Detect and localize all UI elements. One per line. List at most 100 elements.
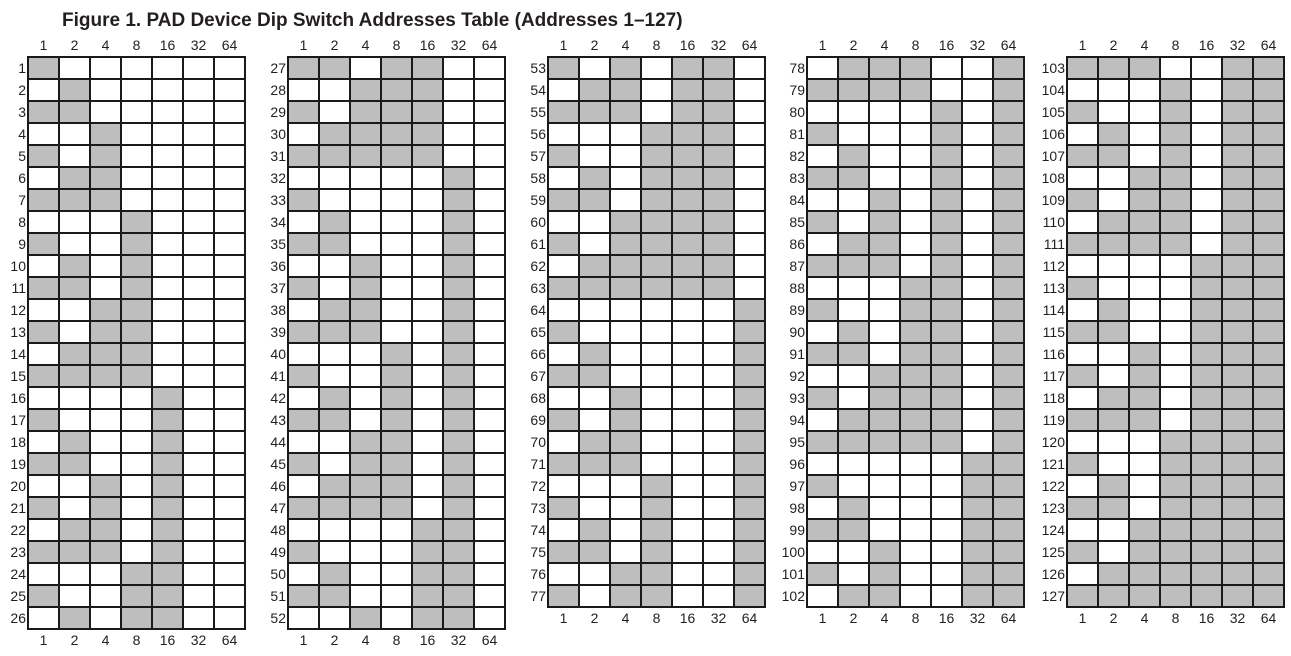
address-label: 22 [10, 522, 26, 538]
switch-cell [580, 124, 609, 144]
switch-cell [1130, 432, 1159, 452]
switch-cell [1192, 344, 1221, 364]
switch-cell [870, 124, 899, 144]
switch-cell [184, 454, 213, 474]
switch-cell [215, 608, 244, 628]
switch-cell [839, 124, 868, 144]
switch-header-16: 16 [1198, 37, 1215, 53]
switch-cell [1130, 278, 1159, 298]
switch-cell [642, 80, 671, 100]
switch-cell [1192, 454, 1221, 474]
switch-cell [1192, 586, 1221, 606]
switch-cell [351, 432, 380, 452]
switch-cell [1099, 146, 1128, 166]
switch-cell [580, 212, 609, 232]
address-label: 34 [270, 214, 286, 230]
switch-grid [27, 56, 246, 630]
switch-cell [122, 146, 151, 166]
switch-cell [413, 234, 442, 254]
switch-cell [289, 102, 318, 122]
switch-cell [839, 454, 868, 474]
switch-cell [320, 102, 349, 122]
switch-cell [91, 256, 120, 276]
address-label: 84 [789, 192, 805, 208]
address-label: 110 [1042, 214, 1065, 230]
switch-cell [122, 388, 151, 408]
address-label: 106 [1041, 126, 1065, 142]
switch-footer-64: 64 [481, 632, 498, 648]
switch-cell [413, 388, 442, 408]
switch-cell [289, 608, 318, 628]
switch-cell [735, 454, 764, 474]
address-label: 86 [789, 236, 805, 252]
switch-cell [475, 322, 504, 342]
switch-cell [549, 146, 578, 166]
switch-cell [60, 608, 89, 628]
switch-cell [382, 564, 411, 584]
switch-cell [29, 80, 58, 100]
switch-cell [870, 58, 899, 78]
switch-cell [320, 278, 349, 298]
switch-cell [1223, 476, 1252, 496]
switch-cell [932, 366, 961, 386]
switch-cell [839, 300, 868, 320]
switch-cell [289, 520, 318, 540]
switch-cell [1099, 520, 1128, 540]
switch-cell [122, 168, 151, 188]
address-label: 19 [10, 456, 26, 472]
switch-cell [1192, 366, 1221, 386]
switch-cell [60, 542, 89, 562]
switch-cell [60, 102, 89, 122]
switch-cell [839, 234, 868, 254]
switch-header-8: 8 [132, 37, 141, 53]
switch-cell [735, 300, 764, 320]
switch-cell [444, 454, 473, 474]
switch-cell [122, 322, 151, 342]
switch-cell [382, 146, 411, 166]
switch-cell [215, 300, 244, 320]
switch-cell [122, 608, 151, 628]
switch-cell [642, 168, 671, 188]
address-label: 93 [789, 390, 805, 406]
switch-cell [839, 146, 868, 166]
switch-cell [91, 300, 120, 320]
switch-cell [60, 322, 89, 342]
switch-cell [870, 278, 899, 298]
switch-cell [153, 80, 182, 100]
switch-cell [153, 212, 182, 232]
switch-cell [289, 498, 318, 518]
switch-cell [122, 278, 151, 298]
switch-cell [839, 542, 868, 562]
switch-cell [1254, 344, 1283, 364]
switch-cell [642, 146, 671, 166]
switch-cell [184, 278, 213, 298]
switch-cell [932, 212, 961, 232]
switch-cell [839, 388, 868, 408]
switch-cell [611, 388, 640, 408]
address-label: 28 [270, 82, 286, 98]
switch-cell [29, 388, 58, 408]
switch-cell [1068, 564, 1097, 584]
switch-cell [60, 520, 89, 540]
switch-cell [994, 366, 1023, 386]
switch-cell [60, 388, 89, 408]
switch-cell [901, 432, 930, 452]
switch-cell [611, 256, 640, 276]
switch-cell [122, 190, 151, 210]
switch-cell [351, 608, 380, 628]
switch-cell [1223, 102, 1252, 122]
switch-cell [1254, 542, 1283, 562]
switch-cell [1192, 234, 1221, 254]
switch-cell [549, 322, 578, 342]
switch-cell [901, 168, 930, 188]
switch-cell [704, 80, 733, 100]
switch-cell [382, 476, 411, 496]
switch-cell [808, 80, 837, 100]
switch-cell [215, 124, 244, 144]
switch-cell [839, 366, 868, 386]
address-label: 124 [1041, 522, 1065, 538]
switch-cell [289, 432, 318, 452]
address-label: 59 [530, 192, 546, 208]
switch-cell [932, 344, 961, 364]
switch-cell [475, 432, 504, 452]
